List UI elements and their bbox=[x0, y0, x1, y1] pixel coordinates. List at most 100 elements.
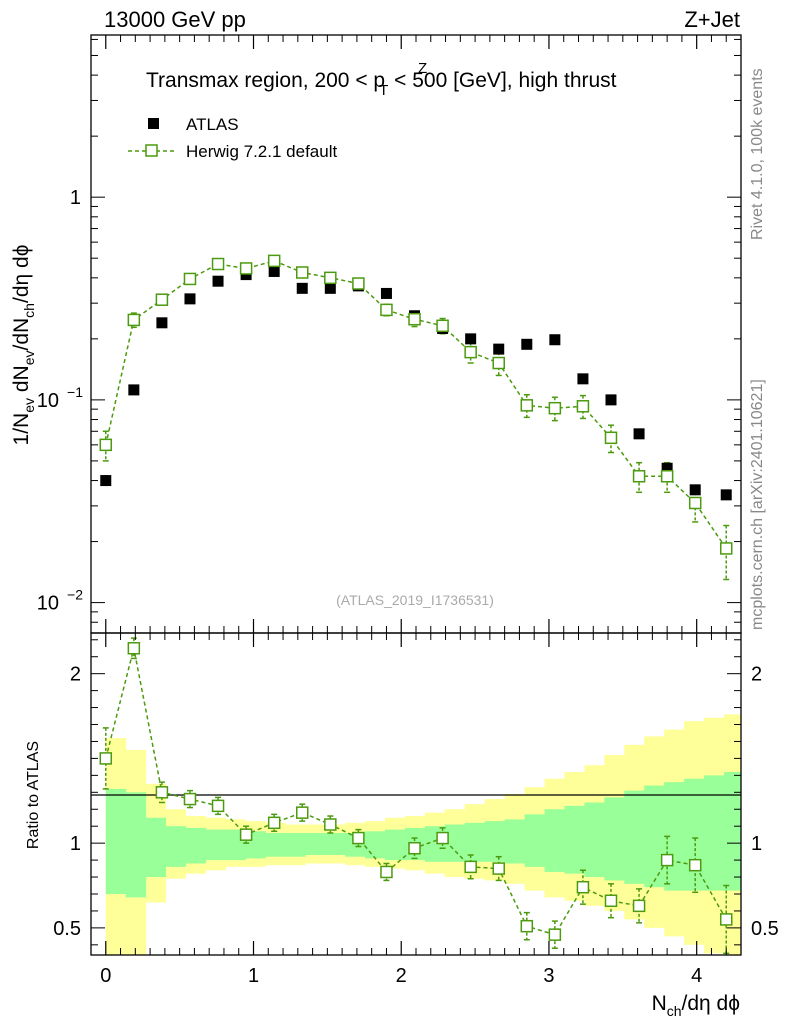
ratio-y-tick-label-right: 0.5 bbox=[751, 918, 779, 940]
mc-point bbox=[211, 257, 225, 271]
mc-point bbox=[464, 345, 477, 359]
ratio-bands bbox=[105, 714, 742, 955]
ratio-point bbox=[408, 841, 421, 855]
x-tick-label: 1 bbox=[248, 965, 259, 987]
energy-label: 13000 GeV pp bbox=[104, 7, 246, 32]
ratio-y-axis-label: Ratio to ATLAS bbox=[25, 741, 42, 849]
ratio-point bbox=[604, 894, 618, 908]
mc-point bbox=[296, 266, 309, 279]
main-y-axis-label-part: dN bbox=[10, 365, 33, 398]
x-tick-label: 3 bbox=[543, 965, 554, 987]
data-point bbox=[633, 428, 645, 440]
ratio-ticks: 0 1 2 3 4 0.5 0.5 1 1 2 2 bbox=[53, 633, 779, 987]
analysis-id: (ATLAS_2019_I1736531) bbox=[336, 592, 494, 608]
legend-data-label: ATLAS bbox=[186, 115, 239, 134]
legend-mc-marker bbox=[145, 144, 158, 157]
ratio-band-inner bbox=[604, 797, 625, 881]
ratio-point bbox=[155, 786, 169, 799]
plot-title: Transmax region, 200 < pT < 500 [GeV], h… bbox=[146, 69, 617, 99]
ratio-panel: 0 1 2 3 4 0.5 0.5 1 1 2 2 Ratio to ATLAS Nch/dη dϕ bbox=[25, 632, 779, 1019]
mc-point bbox=[127, 313, 141, 327]
rivet-label: Rivet 4.1.0, 100k events bbox=[749, 68, 766, 240]
mc-point bbox=[548, 401, 562, 415]
ratio-band-inner bbox=[624, 790, 645, 884]
data-point bbox=[549, 334, 561, 346]
ratio-band-inner bbox=[165, 826, 187, 867]
main-y-tick-label: 10 bbox=[37, 593, 59, 615]
mc-point bbox=[155, 293, 169, 306]
ratio-band-inner bbox=[504, 819, 526, 864]
mc-point bbox=[380, 303, 393, 317]
ratio-band-inner bbox=[564, 805, 585, 874]
legend-mc-label: Herwig 7.2.1 default bbox=[186, 142, 337, 161]
ratio-point bbox=[296, 806, 309, 819]
x-tick-label: 2 bbox=[396, 965, 407, 987]
ratio-band-inner bbox=[484, 821, 506, 862]
x-tick-label: 4 bbox=[691, 965, 702, 987]
ratio-point bbox=[99, 752, 113, 765]
data-point bbox=[324, 282, 336, 294]
mc-point bbox=[719, 542, 733, 555]
ratio-point bbox=[492, 862, 505, 875]
mc-point bbox=[688, 496, 702, 510]
ratio-band-inner bbox=[384, 829, 406, 861]
mc-point bbox=[408, 312, 421, 326]
ratio-band-inner bbox=[644, 785, 665, 888]
data-point bbox=[100, 475, 112, 487]
source-label: mcplots.cern.ch [arXiv:2401.10621] bbox=[749, 379, 766, 630]
ratio-band-inner bbox=[524, 814, 546, 867]
mc-point bbox=[183, 272, 197, 286]
ratio-band-inner bbox=[105, 788, 127, 894]
data-point bbox=[380, 287, 392, 299]
x-tick-label: 0 bbox=[100, 965, 111, 987]
main-ticks: 1 10 −1 10 −2 bbox=[37, 35, 741, 633]
ratio-point bbox=[548, 928, 562, 941]
mc-point bbox=[352, 277, 365, 290]
ratio-band-inner bbox=[724, 771, 742, 891]
mc-point bbox=[436, 319, 449, 333]
ratio-point bbox=[520, 919, 534, 933]
ratio-point bbox=[660, 853, 674, 867]
ratio-band-inner bbox=[444, 824, 466, 862]
plot-title-start: Transmax region, 200 < p bbox=[146, 69, 385, 92]
data-point bbox=[212, 275, 224, 287]
main-y-tick-label: 10 bbox=[37, 390, 59, 412]
main-y-tick-label: 1 bbox=[70, 187, 81, 209]
data-point bbox=[661, 462, 673, 474]
ratio-point bbox=[127, 642, 141, 655]
ratio-y-tick-label-right: 2 bbox=[751, 664, 762, 686]
mc-point bbox=[267, 254, 281, 268]
data-point bbox=[493, 343, 505, 355]
data-point bbox=[720, 489, 732, 501]
main-y-axis-label-part: 1/N bbox=[10, 413, 33, 446]
ratio-point bbox=[267, 816, 281, 830]
ratio-point bbox=[239, 828, 253, 841]
ratio-point bbox=[324, 818, 337, 831]
x-axis-label-main: N bbox=[652, 992, 667, 1015]
data-point bbox=[268, 265, 280, 277]
ratio-point bbox=[380, 865, 393, 879]
ratio-y-tick-label: 2 bbox=[70, 664, 81, 686]
mc-point bbox=[324, 271, 337, 285]
plot-title-sup: Z bbox=[418, 60, 427, 77]
x-axis-label-sub: ch bbox=[667, 1003, 682, 1019]
legend: ATLAS Herwig 7.2.1 default bbox=[128, 115, 337, 161]
main-y-axis-label-part: ch bbox=[21, 303, 37, 318]
ratio-band-inner bbox=[125, 792, 147, 898]
data-point bbox=[577, 373, 589, 385]
mc-series-line bbox=[105, 260, 727, 549]
ratio-band-inner bbox=[205, 829, 226, 861]
ratio-point bbox=[436, 831, 449, 845]
data-point bbox=[521, 338, 533, 350]
ratio-point bbox=[211, 799, 225, 813]
data-point bbox=[184, 293, 196, 305]
ratio-band-inner bbox=[185, 827, 206, 864]
mc-point bbox=[99, 438, 113, 452]
process-label: Z+Jet bbox=[684, 7, 740, 32]
ratio-point bbox=[576, 880, 590, 894]
ratio-y-tick-label: 1 bbox=[70, 833, 81, 855]
ratio-band-inner bbox=[704, 775, 725, 891]
ratio-band-inner bbox=[285, 832, 306, 857]
data-point bbox=[465, 333, 477, 345]
